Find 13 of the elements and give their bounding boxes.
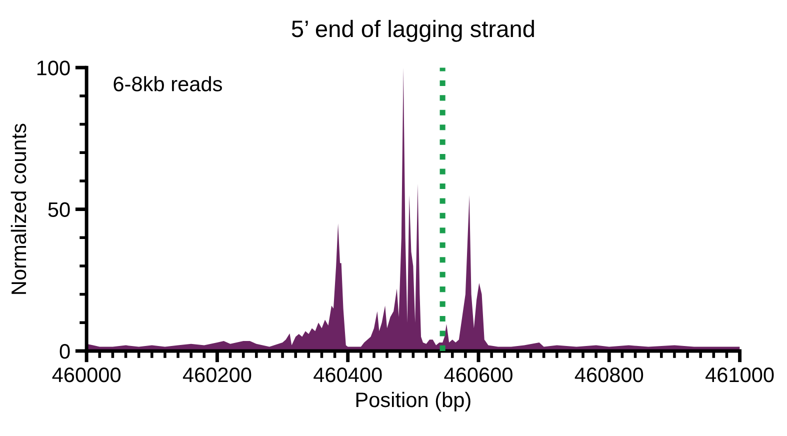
x-tick-label: 460400 [314, 368, 382, 382]
y-tick-label: 100 [37, 60, 70, 76]
x-tick-label: 460000 [52, 368, 121, 382]
x-tick-label: 460200 [182, 368, 252, 382]
x-axis-title: Position (bp) [356, 392, 470, 412]
x-tick-label: 460600 [444, 368, 512, 382]
y-axis-title: Normalized counts [10, 124, 26, 294]
y-tick-label: 50 [48, 202, 70, 218]
x-tick-label: 461000 [706, 368, 774, 382]
chart-title: 5’ end of lagging strand [292, 20, 534, 42]
x-tick-label: 460800 [574, 368, 644, 382]
annotation: 6-8kb reads [114, 76, 222, 92]
y-tick-label: 0 [60, 344, 70, 359]
